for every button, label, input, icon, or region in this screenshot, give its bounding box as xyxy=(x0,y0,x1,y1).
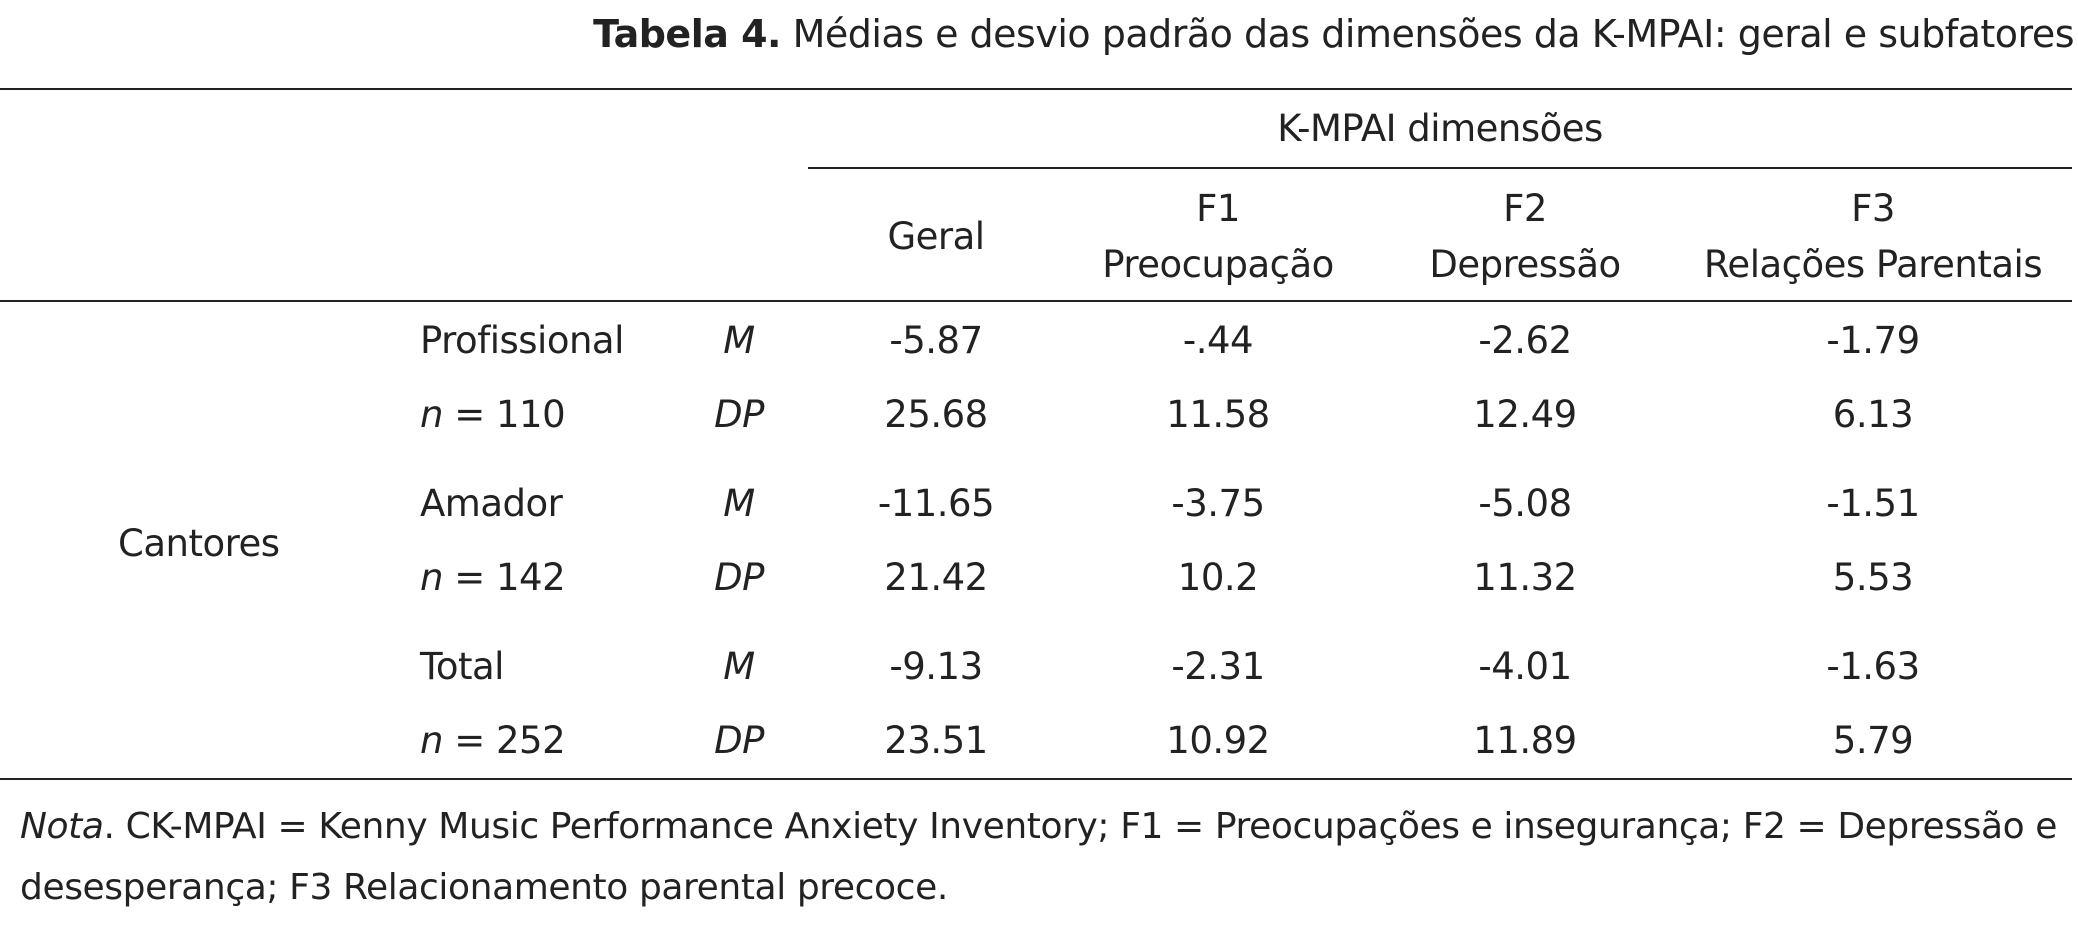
caption-label: Tabela 4. xyxy=(593,12,781,56)
group-n-profissional: n = 110 xyxy=(420,393,566,436)
table-cell: 25.68 xyxy=(884,393,988,436)
header-bottom-rule xyxy=(0,300,2072,302)
table-cell: 21.42 xyxy=(884,556,988,599)
table-cell: 11.58 xyxy=(1166,393,1270,436)
table-cell: -1.51 xyxy=(1826,482,1920,525)
table-cell: 12.49 xyxy=(1473,393,1577,436)
stat-label-m: M xyxy=(723,482,755,525)
note-label: Nota xyxy=(20,806,104,847)
table-cell: 10.2 xyxy=(1177,556,1259,599)
table-cell: -9.13 xyxy=(889,645,983,688)
note-text: . CK-MPAI = Kenny Music Performance Anxi… xyxy=(20,806,2058,908)
stat-label-dp: DP xyxy=(714,719,764,762)
n-symbol: n xyxy=(420,719,443,762)
column-header-geral: Geral xyxy=(887,215,985,258)
table-caption: Tabela 4. Médias e desvio padrão das dim… xyxy=(593,12,2074,56)
table-cell: 23.51 xyxy=(884,719,988,762)
table-cell: -11.65 xyxy=(877,482,995,525)
top-rule xyxy=(0,88,2072,90)
table-cell: 10.92 xyxy=(1166,719,1270,762)
n-value: = 252 xyxy=(454,719,566,762)
table-cell: 11.89 xyxy=(1473,719,1577,762)
table-cell: 6.13 xyxy=(1832,393,1914,436)
bottom-rule xyxy=(0,778,2072,780)
group-n-amador: n = 142 xyxy=(420,556,566,599)
table-cell: 5.79 xyxy=(1832,719,1914,762)
stat-label-m: M xyxy=(723,645,755,688)
n-value: = 142 xyxy=(454,556,566,599)
n-symbol: n xyxy=(420,393,443,436)
row-group-label: Cantores xyxy=(118,522,280,565)
stat-label-m: M xyxy=(723,319,755,362)
column-header-f1-name: Preocupação xyxy=(1102,243,1334,286)
table-cell: -2.31 xyxy=(1171,645,1265,688)
group-name-amador: Amador xyxy=(420,482,563,525)
stat-label-dp: DP xyxy=(714,556,764,599)
table-cell: 11.32 xyxy=(1473,556,1577,599)
table-cell: -5.08 xyxy=(1478,482,1572,525)
table-cell: -4.01 xyxy=(1478,645,1572,688)
column-header-f3-code: F3 xyxy=(1851,187,1895,230)
column-header-f3-name: Relações Parentais xyxy=(1703,243,2043,286)
column-header-f1-code: F1 xyxy=(1196,187,1240,230)
stat-label-dp: DP xyxy=(714,393,764,436)
table-cell: -.44 xyxy=(1182,319,1254,362)
column-group-header: K-MPAI dimensões xyxy=(1277,107,1603,150)
table-cell: -1.79 xyxy=(1826,319,1920,362)
group-n-total: n = 252 xyxy=(420,719,566,762)
table-cell: 5.53 xyxy=(1832,556,1914,599)
group-name-profissional: Profissional xyxy=(420,319,624,362)
group-header-rule xyxy=(808,167,2072,169)
table-cell: -3.75 xyxy=(1171,482,1265,525)
group-name-total: Total xyxy=(420,645,504,688)
table-cell: -2.62 xyxy=(1478,319,1572,362)
table-note: Nota. CK-MPAI = Kenny Music Performance … xyxy=(20,796,2060,918)
column-header-f2-code: F2 xyxy=(1503,187,1547,230)
table-cell: -5.87 xyxy=(889,319,983,362)
caption-text: Médias e desvio padrão das dimensões da … xyxy=(792,12,2075,56)
table-cell: -1.63 xyxy=(1826,645,1920,688)
column-header-f2-name: Depressão xyxy=(1429,243,1621,286)
n-value: = 110 xyxy=(454,393,566,436)
n-symbol: n xyxy=(420,556,443,599)
